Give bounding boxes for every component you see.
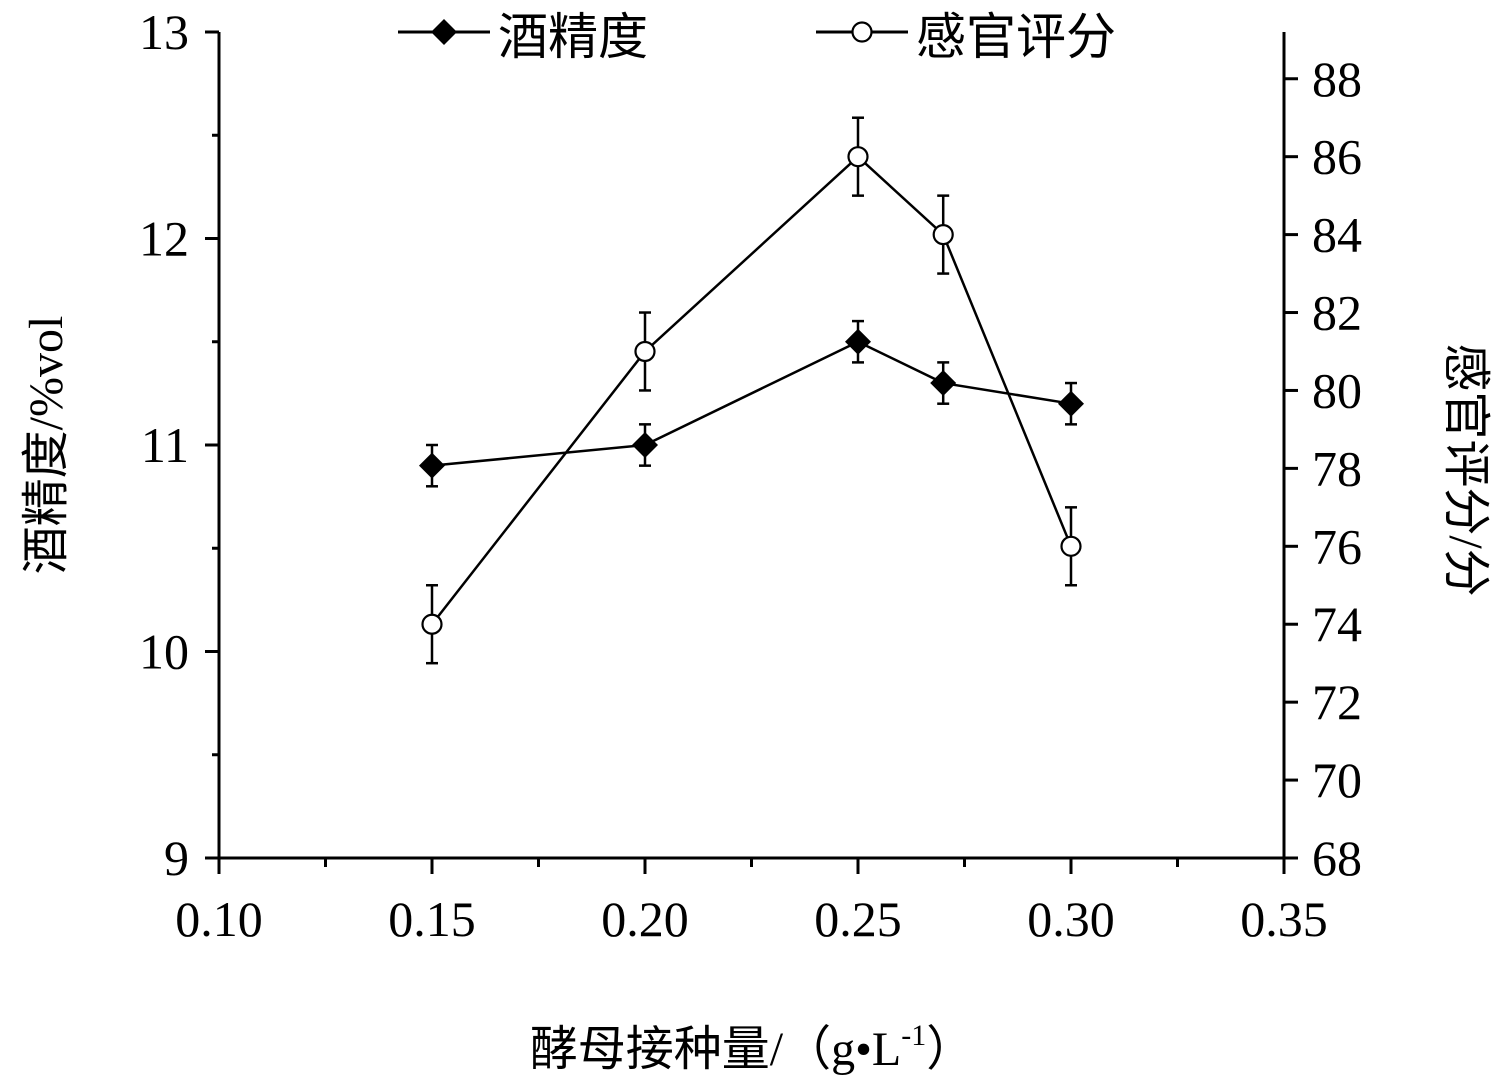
y-left-tick-label: 12 bbox=[139, 211, 189, 267]
y-right-tick-label: 84 bbox=[1312, 207, 1362, 263]
y-left-tick-label: 13 bbox=[139, 4, 189, 60]
data-point-diamond bbox=[419, 452, 445, 479]
y-left-tick-label: 9 bbox=[164, 830, 189, 886]
x-tick-label: 0.30 bbox=[1027, 891, 1115, 947]
x-tick-label: 0.35 bbox=[1240, 891, 1328, 947]
data-point-diamond bbox=[845, 328, 871, 355]
legend-circle-marker bbox=[851, 21, 873, 43]
data-point-circle bbox=[932, 224, 954, 246]
data-point-circle bbox=[1060, 535, 1082, 557]
legend-diamond-marker bbox=[431, 19, 457, 45]
y-right-tick-label: 86 bbox=[1312, 129, 1362, 185]
y-left-tick-label: 11 bbox=[141, 417, 189, 473]
y-right-tick-label: 72 bbox=[1312, 674, 1362, 730]
y-right-tick-label: 78 bbox=[1312, 440, 1362, 496]
legend: 酒精度 感官评分 bbox=[398, 9, 1116, 65]
data-point-circle bbox=[634, 340, 656, 363]
x-tick-label: 0.15 bbox=[388, 891, 476, 947]
data-point-diamond bbox=[632, 432, 658, 458]
data-point-circle bbox=[421, 613, 443, 635]
y-axis-right-label: 感官评分/分 bbox=[1439, 343, 1492, 596]
series-line-left bbox=[431, 340, 1072, 467]
x-tick-label: 0.10 bbox=[175, 891, 263, 947]
y-right-tick-label: 76 bbox=[1312, 518, 1362, 574]
y-right-tick-label: 88 bbox=[1312, 51, 1362, 107]
marks bbox=[419, 116, 1084, 665]
legend-label: 感官评分 bbox=[916, 9, 1116, 65]
data-point-diamond bbox=[930, 370, 957, 397]
x-axis-label: 酵母接种量/（g•L-1） bbox=[530, 1019, 974, 1076]
x-tick-label: 0.20 bbox=[601, 891, 689, 947]
y-left-tick-label: 10 bbox=[139, 624, 189, 680]
legend-label: 酒精度 bbox=[498, 9, 648, 65]
y-axis-left-label: 酒精度/%vol bbox=[20, 316, 73, 575]
y-right-tick-label: 80 bbox=[1312, 362, 1362, 418]
y-right-tick-label: 82 bbox=[1312, 285, 1362, 341]
data-point-diamond bbox=[1058, 390, 1084, 417]
axes: 0.10 0.15 0.20 0.25 0.30 0.35 9 10 11 12 13 68 70 72 7… bbox=[139, 4, 1362, 947]
x-tick-label: 0.25 bbox=[814, 891, 902, 947]
y-right-tick-label: 68 bbox=[1312, 830, 1362, 886]
data-point-circle bbox=[847, 146, 869, 168]
y-right-tick-label: 70 bbox=[1312, 752, 1362, 808]
series-line-right bbox=[431, 154, 1073, 625]
y-right-tick-label: 74 bbox=[1312, 596, 1362, 652]
